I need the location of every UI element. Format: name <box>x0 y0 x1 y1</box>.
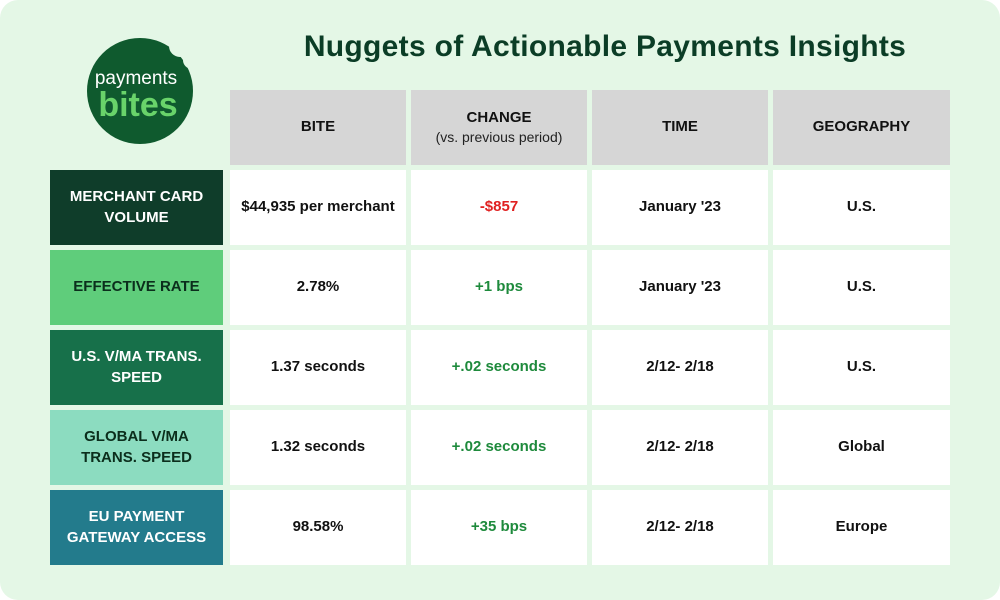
row-change-value: +.02 seconds <box>411 410 587 485</box>
header-change-label: CHANGE <box>466 108 532 126</box>
header-bite-label: BITE <box>300 118 336 136</box>
row-time-value: 2/12- 2/18 <box>592 410 768 485</box>
header-geography: GEOGRAPHY <box>773 90 950 165</box>
row-change-value: -$857 <box>411 170 587 245</box>
row-time-value: January '23 <box>592 250 768 325</box>
row-label-us-vma-trans-speed: U.S. V/MA TRANS. SPEED <box>50 330 223 405</box>
row-change-value: +35 bps <box>411 490 587 565</box>
logo-text-bites: bites <box>98 86 177 124</box>
row-label-effective-rate: EFFECTIVE RATE <box>50 250 223 325</box>
header-time-label: TIME <box>662 118 698 136</box>
row-change-value: +1 bps <box>411 250 587 325</box>
row-bite-value: $44,935 per merchant <box>230 170 406 245</box>
row-geography-value: Global <box>773 410 950 485</box>
header-time: TIME <box>592 90 768 165</box>
logo-text-payments: payments <box>95 68 177 89</box>
header-change: CHANGE (vs. previous period) <box>411 90 587 165</box>
row-time-value: 2/12- 2/18 <box>592 330 768 405</box>
row-geography-value: Europe <box>773 490 950 565</box>
row-change-value: +.02 seconds <box>411 330 587 405</box>
row-geography-value: U.S. <box>773 330 950 405</box>
row-label-eu-payment-gateway-access: EU PAYMENT GATEWAY ACCESS <box>50 490 223 565</box>
row-geography-value: U.S. <box>773 170 950 245</box>
row-bite-value: 2.78% <box>230 250 406 325</box>
header-change-sublabel: (vs. previous period) <box>435 129 563 146</box>
row-bite-value: 1.37 seconds <box>230 330 406 405</box>
header-geography-label: GEOGRAPHY <box>812 118 911 136</box>
row-label-merchant-card-volume: MERCHANT CARD VOLUME <box>50 170 223 245</box>
row-label-global-vma-trans-speed: GLOBAL V/MA TRANS. SPEED <box>50 410 223 485</box>
page-title: Nuggets of Actionable Payments Insights <box>303 30 907 63</box>
row-geography-value: U.S. <box>773 250 950 325</box>
row-time-value: January '23 <box>592 170 768 245</box>
row-time-value: 2/12- 2/18 <box>592 490 768 565</box>
header-bite: BITE <box>230 90 406 165</box>
row-bite-value: 98.58% <box>230 490 406 565</box>
payments-bites-logo: payments bites <box>87 38 193 144</box>
row-bite-value: 1.32 seconds <box>230 410 406 485</box>
